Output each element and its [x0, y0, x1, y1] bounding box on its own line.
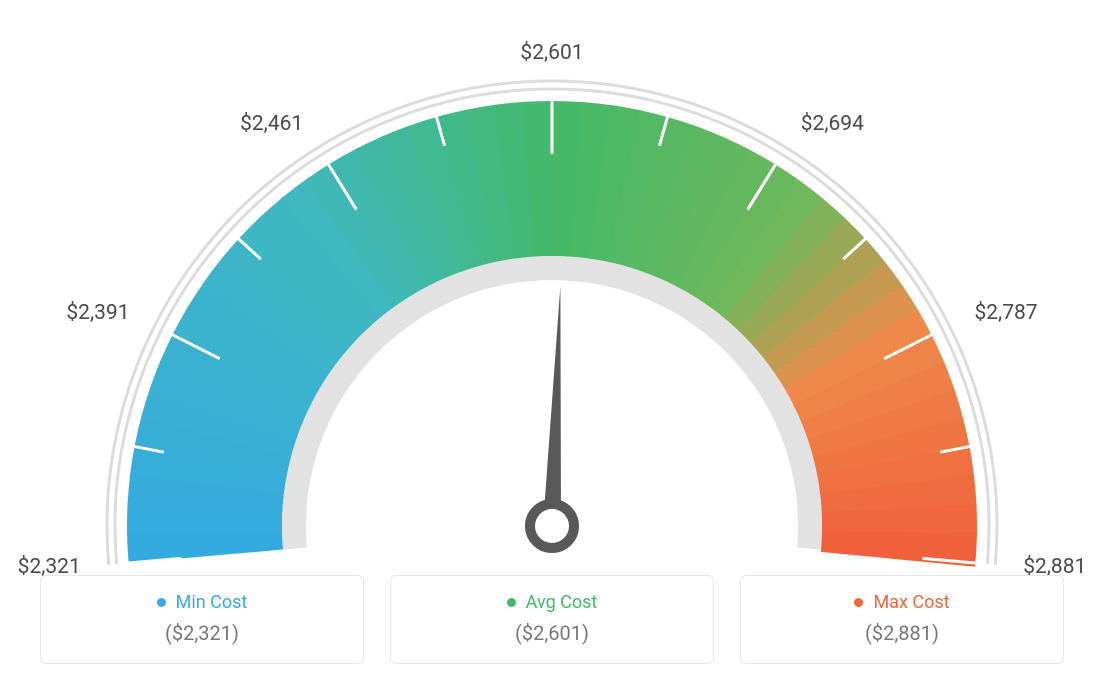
avg-cost-label: Avg Cost [526, 592, 598, 613]
min-dot [157, 598, 166, 607]
gauge-tick-label: $2,461 [240, 112, 303, 136]
avg-dot [507, 598, 516, 607]
min-cost-card: Min Cost ($2,321) [40, 575, 364, 664]
gauge-tick-label: $2,601 [520, 41, 583, 65]
gauge-chart: $2,321$2,391$2,461$2,601$2,694$2,787$2,8… [0, 0, 1104, 560]
gauge-tick-label: $2,391 [66, 301, 129, 325]
max-cost-label: Max Cost [873, 592, 949, 613]
avg-cost-value: ($2,601) [515, 621, 589, 645]
gauge-svg [0, 48, 1104, 608]
gauge-tick-label: $2,787 [974, 301, 1037, 325]
min-cost-value: ($2,321) [165, 621, 239, 645]
gauge-tick-label: $2,694 [801, 112, 864, 136]
cost-cards-row: Min Cost ($2,321) Avg Cost ($2,601) Max … [40, 575, 1064, 664]
avg-cost-card: Avg Cost ($2,601) [390, 575, 714, 664]
max-cost-value: ($2,881) [865, 621, 939, 645]
max-dot [854, 598, 863, 607]
min-cost-label: Min Cost [176, 592, 248, 613]
max-cost-card: Max Cost ($2,881) [740, 575, 1064, 664]
